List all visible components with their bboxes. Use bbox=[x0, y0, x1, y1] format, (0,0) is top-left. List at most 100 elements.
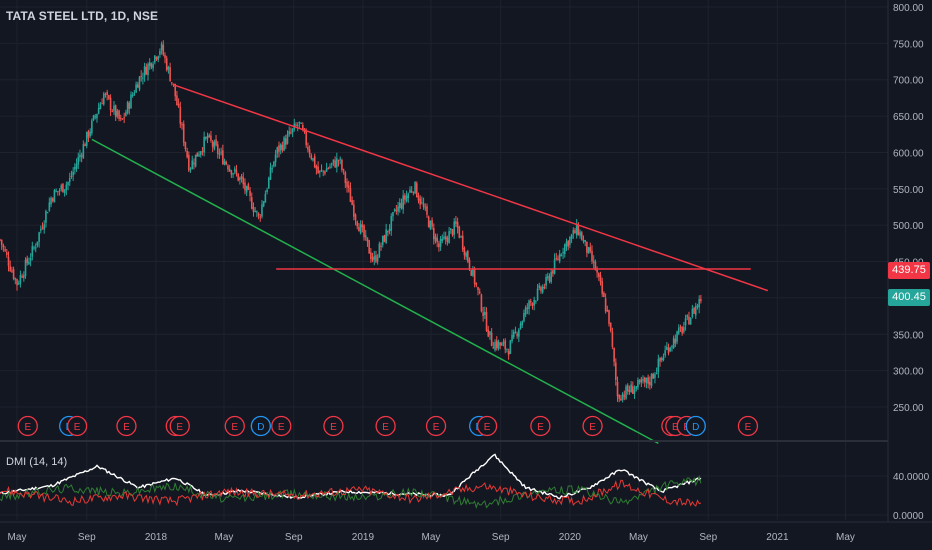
candle-body bbox=[220, 151, 222, 153]
candle-body bbox=[290, 132, 292, 134]
candle-body bbox=[101, 103, 103, 105]
candle-body bbox=[409, 189, 411, 193]
candle-body bbox=[308, 149, 311, 155]
time-tick-label: 2021 bbox=[766, 532, 789, 543]
candle-body bbox=[305, 131, 308, 146]
candle-body bbox=[31, 246, 34, 257]
earnings-marker[interactable] bbox=[66, 415, 88, 437]
candle-body bbox=[228, 168, 231, 171]
candle-body bbox=[582, 239, 585, 242]
earnings-markers[interactable]: EDEEEEEDEEEEDEEEEEEDE bbox=[17, 415, 759, 437]
candle-body bbox=[526, 307, 529, 309]
earnings-marker[interactable] bbox=[17, 415, 38, 437]
marker-letter: E bbox=[278, 422, 285, 433]
candle-body bbox=[524, 307, 527, 315]
candle-body bbox=[33, 247, 35, 249]
candle-body bbox=[385, 229, 387, 243]
candle-body bbox=[312, 158, 314, 161]
dividend-marker[interactable] bbox=[250, 415, 271, 437]
candle-body bbox=[669, 347, 672, 352]
candle-body bbox=[106, 92, 108, 95]
earnings-marker[interactable] bbox=[116, 415, 137, 437]
candle-body bbox=[647, 377, 649, 384]
earnings-marker[interactable] bbox=[323, 415, 344, 437]
candle-body bbox=[538, 285, 541, 288]
candle-body bbox=[625, 386, 627, 399]
marker-letter: E bbox=[24, 422, 31, 433]
candle-body bbox=[143, 66, 146, 77]
candle-body bbox=[310, 155, 313, 159]
candle-body bbox=[514, 331, 517, 333]
candle-body bbox=[325, 168, 328, 172]
candle-body bbox=[461, 235, 464, 250]
candle-body bbox=[99, 104, 102, 110]
candle-body bbox=[28, 261, 30, 265]
candle-body bbox=[579, 232, 581, 236]
candle-body bbox=[613, 347, 615, 362]
candle-body bbox=[58, 190, 61, 192]
candle-body bbox=[286, 134, 289, 144]
candle-body bbox=[577, 225, 580, 235]
candle-body bbox=[438, 243, 440, 248]
candle-body bbox=[540, 287, 542, 291]
candle-body bbox=[642, 379, 644, 381]
candle-body bbox=[562, 251, 564, 254]
earnings-marker[interactable] bbox=[375, 415, 396, 437]
candle-body bbox=[34, 247, 37, 249]
candle-body bbox=[700, 299, 702, 302]
candle-body bbox=[247, 184, 250, 190]
earnings-marker[interactable] bbox=[224, 415, 245, 437]
earnings-marker[interactable] bbox=[476, 415, 498, 437]
last-price-tag: 400.45 bbox=[888, 289, 930, 306]
earnings-marker[interactable] bbox=[271, 415, 292, 437]
earnings-marker[interactable] bbox=[582, 415, 603, 437]
candle-body bbox=[434, 236, 437, 242]
candle-body bbox=[245, 186, 248, 193]
candle-body bbox=[475, 282, 478, 286]
candle-body bbox=[596, 269, 598, 273]
candle-body bbox=[380, 245, 382, 247]
candle-body bbox=[407, 193, 410, 198]
candle-body bbox=[611, 331, 614, 347]
candle-body bbox=[300, 122, 302, 124]
candle-body bbox=[256, 211, 258, 213]
candle-body bbox=[609, 322, 612, 331]
candle-body bbox=[478, 291, 481, 294]
price-tick-label: 750.00 bbox=[893, 39, 924, 50]
candle-body bbox=[288, 131, 290, 135]
candle-body bbox=[62, 183, 64, 193]
candle-body bbox=[546, 276, 549, 278]
candle-body bbox=[142, 77, 144, 79]
dividend-marker[interactable] bbox=[685, 415, 706, 437]
earnings-marker[interactable] bbox=[425, 415, 447, 437]
candle-body bbox=[458, 227, 461, 238]
trendlines[interactable] bbox=[91, 84, 769, 445]
candle-body bbox=[160, 43, 163, 51]
price-tick-label: 700.00 bbox=[893, 76, 924, 87]
candle-body bbox=[688, 316, 690, 325]
candle-body bbox=[317, 166, 319, 174]
candle-body bbox=[563, 244, 566, 254]
candle-body bbox=[14, 278, 17, 280]
candle-body bbox=[373, 256, 376, 260]
earnings-marker[interactable] bbox=[737, 415, 759, 437]
candle-body bbox=[565, 241, 568, 247]
earnings-marker[interactable] bbox=[530, 415, 551, 437]
candle-body bbox=[79, 154, 81, 158]
dmi-lines bbox=[0, 453, 702, 510]
support-trendline[interactable] bbox=[91, 138, 659, 445]
earnings-marker[interactable] bbox=[169, 415, 190, 437]
candle-body bbox=[0, 239, 1, 241]
candle-body bbox=[164, 55, 166, 59]
candle-body bbox=[589, 247, 592, 252]
candle-body bbox=[320, 169, 323, 171]
candle-body bbox=[366, 237, 369, 242]
dmi-series-minusdi bbox=[0, 479, 702, 507]
candle-body bbox=[298, 121, 301, 124]
candle-body bbox=[615, 362, 617, 381]
resistance-trendline[interactable] bbox=[173, 84, 769, 292]
candle-body bbox=[186, 150, 188, 158]
price-tick-label: 300.00 bbox=[893, 367, 924, 378]
candle-body bbox=[436, 237, 438, 242]
